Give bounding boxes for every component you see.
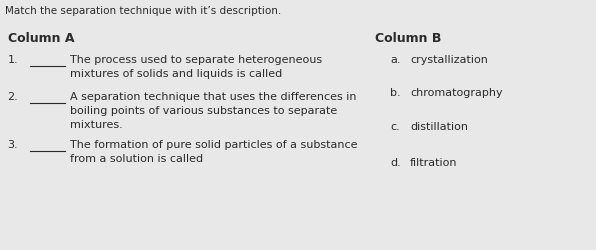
Text: The formation of pure solid particles of a substance: The formation of pure solid particles of…	[70, 140, 358, 149]
Text: from a solution is called: from a solution is called	[70, 154, 203, 163]
Text: crystallization: crystallization	[410, 55, 488, 65]
Text: 2.: 2.	[7, 92, 18, 102]
Text: a.: a.	[390, 55, 401, 65]
Text: boiling points of various substances to separate: boiling points of various substances to …	[70, 106, 337, 116]
Text: filtration: filtration	[410, 157, 458, 167]
Text: Column A: Column A	[8, 32, 74, 45]
Text: chromatography: chromatography	[410, 88, 502, 98]
Text: c.: c.	[390, 122, 400, 132]
Text: d.: d.	[390, 157, 401, 167]
Text: Column B: Column B	[375, 32, 442, 45]
Text: mixtures.: mixtures.	[70, 120, 123, 130]
Text: A separation technique that uses the differences in: A separation technique that uses the dif…	[70, 92, 356, 102]
Text: distillation: distillation	[410, 122, 468, 132]
Text: 3.: 3.	[7, 140, 18, 149]
Text: Match the separation technique with it’s description.: Match the separation technique with it’s…	[5, 6, 281, 16]
Text: The process used to separate heterogeneous: The process used to separate heterogeneo…	[70, 55, 322, 65]
Text: 1.: 1.	[7, 55, 18, 65]
Text: b.: b.	[390, 88, 401, 98]
Text: mixtures of solids and liquids is called: mixtures of solids and liquids is called	[70, 69, 283, 79]
